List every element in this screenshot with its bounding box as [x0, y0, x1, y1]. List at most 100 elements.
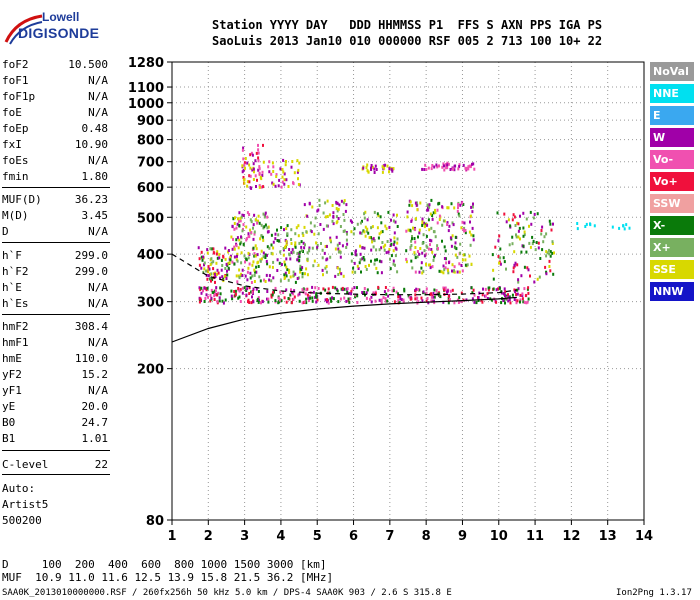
echo-point — [486, 297, 489, 300]
echo-point — [301, 231, 304, 235]
echo-point — [352, 266, 355, 270]
echo-point — [205, 293, 208, 297]
echo-point — [203, 286, 206, 290]
echo-point — [291, 248, 294, 252]
echo-point — [262, 185, 265, 189]
echo-point — [461, 220, 464, 224]
echo-point — [225, 262, 228, 266]
echo-point — [528, 224, 530, 228]
echo-point — [430, 295, 433, 299]
echo-point — [294, 280, 297, 284]
echo-point — [257, 296, 260, 300]
echo-point — [348, 291, 351, 295]
electron-density-profile — [171, 296, 517, 343]
echo-point — [282, 291, 285, 295]
echo-point — [245, 293, 248, 297]
echo-point — [409, 245, 412, 249]
echo-point — [247, 300, 249, 304]
echo-point — [395, 247, 398, 251]
echo-point — [343, 229, 346, 233]
echo-point — [391, 289, 394, 293]
param-name: yF2 — [2, 368, 22, 381]
echo-point — [481, 300, 484, 304]
echo-point — [359, 244, 362, 248]
echo-point — [226, 269, 228, 273]
echo-point — [280, 299, 283, 303]
echo-point — [267, 165, 270, 169]
param-name: h`Es — [2, 297, 29, 310]
echo-point — [266, 230, 269, 234]
echo-point — [299, 264, 302, 268]
logo-text-bottom: DIGISONDE — [18, 25, 100, 41]
echo-point — [429, 266, 432, 270]
echo-point — [272, 182, 275, 186]
echo-point — [311, 246, 314, 250]
echo-point — [548, 259, 551, 263]
echo-point — [241, 268, 244, 272]
echo-point — [414, 228, 417, 232]
echo-point — [549, 250, 552, 254]
echo-point — [589, 222, 591, 226]
echo-point — [354, 253, 357, 256]
echo-point — [527, 291, 530, 295]
echo-point — [440, 270, 443, 274]
header-line-1: Station YYYY DAY DDD HHMMSS P1 FFS S AXN… — [212, 18, 603, 32]
echo-point — [509, 224, 512, 228]
echo-point — [305, 301, 308, 305]
echo-point — [498, 234, 501, 238]
echo-point — [241, 274, 244, 277]
echo-point — [416, 255, 419, 259]
echo-point — [421, 217, 424, 221]
echo-point — [354, 293, 357, 297]
echo-point — [453, 269, 455, 273]
echo-point — [367, 170, 370, 174]
echo-point — [438, 164, 440, 168]
echo-point — [525, 250, 528, 254]
echo-point — [253, 213, 256, 217]
echo-point — [515, 298, 518, 302]
echo-point — [342, 213, 345, 216]
echo-point — [517, 278, 520, 282]
echo-point — [425, 244, 428, 248]
echo-point — [378, 259, 381, 263]
echo-point — [359, 258, 362, 262]
echo-point — [285, 227, 288, 231]
echo-point — [384, 297, 387, 301]
echo-point — [266, 262, 269, 266]
param-value: 24.7 — [81, 416, 109, 429]
echo-point — [248, 292, 251, 295]
echo-point — [422, 290, 425, 294]
logo-text-top: Lowell — [42, 10, 80, 24]
echo-point — [327, 301, 330, 305]
echo-point — [545, 250, 548, 254]
echo-point — [338, 267, 341, 271]
echo-point — [276, 258, 279, 262]
echo-point — [255, 265, 258, 269]
echo-point — [262, 160, 265, 164]
echo-point — [460, 300, 463, 304]
echo-point — [420, 261, 423, 265]
echo-point — [315, 295, 318, 299]
echo-point — [274, 299, 277, 302]
echo-point — [525, 301, 528, 305]
echo-point — [437, 202, 440, 206]
echo-point — [363, 290, 366, 294]
echo-point — [251, 291, 254, 294]
echo-point — [200, 291, 203, 295]
echo-point — [252, 178, 255, 181]
echo-point — [413, 252, 416, 256]
echo-point — [311, 299, 314, 303]
y-tick-label: 1280 — [128, 56, 164, 71]
echo-point — [312, 290, 315, 294]
echo-point — [505, 220, 508, 224]
echo-point — [548, 219, 551, 223]
echo-point — [318, 198, 321, 202]
param-name: C-level — [2, 458, 49, 471]
echo-point — [216, 268, 219, 272]
echo-point — [421, 167, 424, 171]
echo-point — [260, 234, 263, 238]
echo-point — [462, 253, 465, 257]
echo-point — [283, 182, 286, 186]
echo-point — [299, 270, 302, 274]
echo-point — [343, 287, 346, 291]
